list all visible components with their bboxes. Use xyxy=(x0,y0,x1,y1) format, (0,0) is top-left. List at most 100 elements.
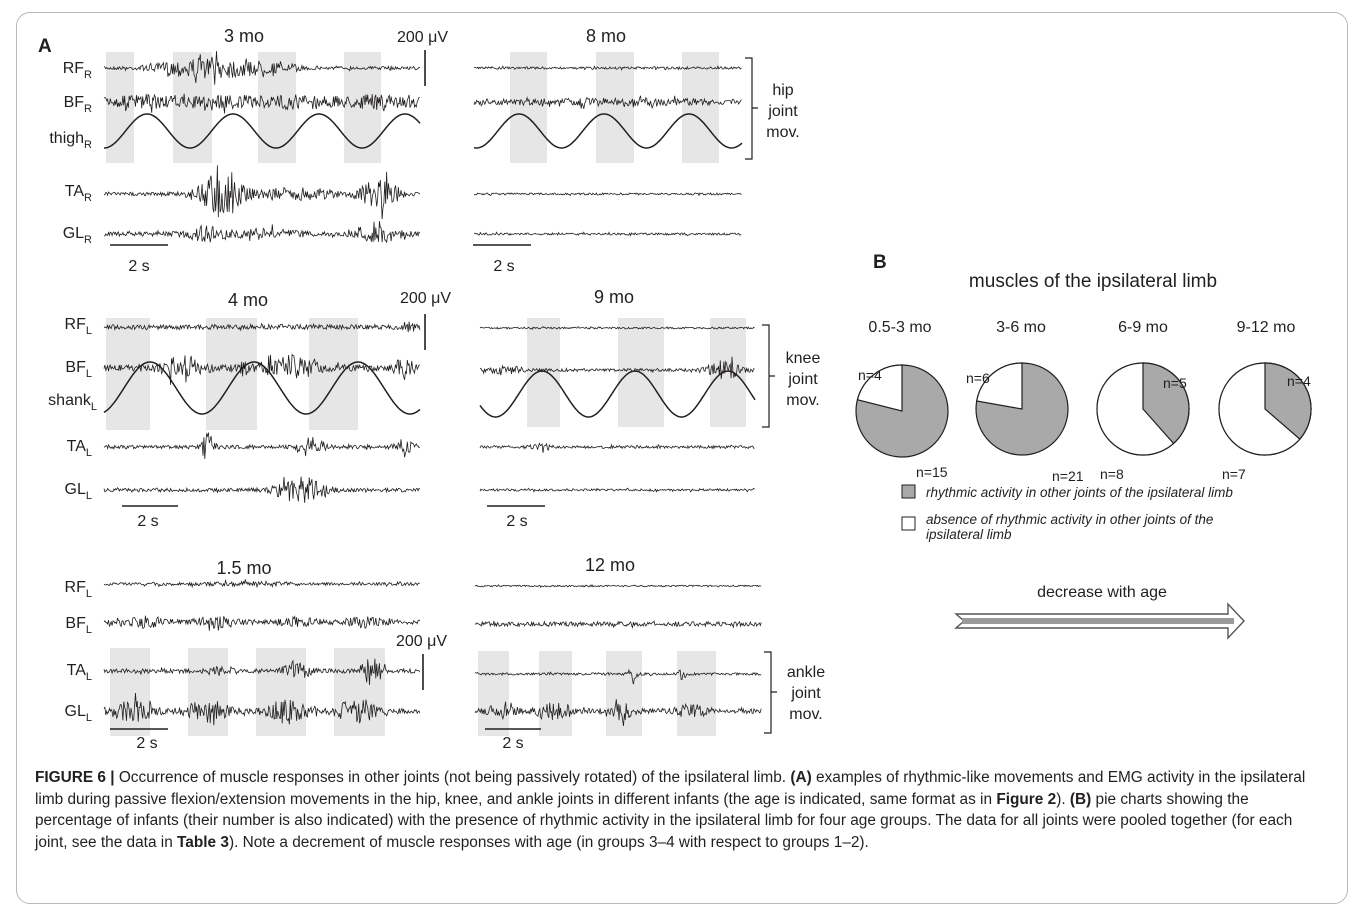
pie-age-label: 0.5-3 mo xyxy=(868,319,931,336)
rotation-phase-shade xyxy=(110,648,150,736)
pie-count-label: n=4 xyxy=(858,367,882,383)
pie-count-label: n=15 xyxy=(916,464,948,480)
caption-figure-link[interactable]: Figure 2 xyxy=(996,790,1057,808)
emg-traces xyxy=(103,51,762,727)
channel-label-RF: RFR xyxy=(63,60,92,81)
time-scale-label: 2 s xyxy=(136,735,157,752)
bracket-label-ankle: ankle xyxy=(787,664,825,681)
pie-count-label: n=4 xyxy=(1287,373,1311,389)
emg-trace xyxy=(474,668,762,685)
bracket-knee xyxy=(762,324,775,428)
rotation-phase-shade xyxy=(309,318,358,430)
emg-trace xyxy=(103,321,421,333)
pie-slice-absence xyxy=(856,364,903,412)
emg-trace xyxy=(103,93,420,114)
pie-age-label: 3-6 mo xyxy=(996,319,1046,336)
emg-trace xyxy=(473,95,742,109)
channel-label-GL: GLR xyxy=(63,225,92,246)
rotation-phase-shade xyxy=(596,52,634,163)
scale-bar-label: 200 μV xyxy=(396,633,447,650)
bracket-label-joint: joint xyxy=(767,103,798,120)
bracket-hip xyxy=(745,57,758,160)
legend-label-absence-cont: ipsilateral limb xyxy=(926,527,1012,542)
channel-label-RF: RFL xyxy=(65,316,92,337)
rotation-phase-shade xyxy=(478,651,509,736)
channel-label-thigh: thighR xyxy=(49,130,92,151)
emg-trace xyxy=(103,578,420,589)
bracket-label-mov: mov. xyxy=(766,124,799,141)
channel-label-BF: BFL xyxy=(65,615,92,636)
time-scale-label: 2 s xyxy=(502,735,523,752)
arrow-label: decrease with age xyxy=(1037,584,1167,601)
pie-count-label: n=6 xyxy=(966,370,990,386)
bracket-label-mov: mov. xyxy=(789,706,822,723)
joint-angle-trace xyxy=(479,370,756,418)
caption-text: ). xyxy=(1056,790,1070,808)
emg-trace xyxy=(474,620,762,629)
channel-label-TA: TAL xyxy=(67,662,92,683)
age-label-9mo: 9 mo xyxy=(594,287,634,307)
channel-label-TA: TAL xyxy=(67,438,92,459)
emg-trace xyxy=(473,64,742,71)
scale-bar-label: 200 μV xyxy=(397,29,448,46)
joint-angle-trace xyxy=(104,113,421,149)
caption-table-link[interactable]: Table 3 xyxy=(177,833,229,851)
legend-swatch-rhythmic xyxy=(901,484,916,499)
emg-trace xyxy=(103,51,421,85)
emg-trace xyxy=(103,658,421,686)
rotation-phase-shade xyxy=(677,651,716,736)
panel-a-label: A xyxy=(38,36,52,57)
age-label-4mo: 4 mo xyxy=(228,290,268,310)
joint-angle-trace xyxy=(103,361,421,415)
pie-count-label: n=5 xyxy=(1163,375,1187,391)
caption-text: examples of rhythmic-like movements and … xyxy=(35,769,1306,808)
channel-label-GL: GLL xyxy=(65,481,92,502)
bracket-label-joint: joint xyxy=(787,371,818,388)
pie-age-label: 9-12 mo xyxy=(1237,319,1296,336)
emg-trace xyxy=(473,231,742,237)
emg-trace xyxy=(479,442,755,453)
bracket-label-mov: mov. xyxy=(786,392,819,409)
rotation-phase-shade xyxy=(188,648,228,736)
rotation-phase-shade xyxy=(682,52,719,163)
channel-label-TA: TAR xyxy=(65,183,92,204)
pie-age-label: 6-9 mo xyxy=(1118,319,1168,336)
pie-count-label: n=7 xyxy=(1222,466,1246,482)
caption-panel-a-ref: (A) xyxy=(790,769,812,786)
emg-trace xyxy=(104,165,421,220)
pie-slice-rhythmic xyxy=(1264,362,1312,440)
pie-slice-rhythmic xyxy=(1142,362,1190,445)
emg-trace xyxy=(103,615,421,631)
caption-text: pie charts showing the percentage of inf… xyxy=(35,790,1293,851)
channel-label-BF: BFL xyxy=(65,359,92,380)
bracket-label-hip: hip xyxy=(772,82,793,99)
caption-label: FIGURE 6 | xyxy=(35,769,115,786)
rotation-phase-shade xyxy=(539,651,572,736)
rotation-phase-shade xyxy=(510,52,547,163)
emg-trace xyxy=(474,699,762,727)
caption-text: ). Note a decrement of muscle responses … xyxy=(228,833,869,851)
pie-charts xyxy=(855,362,1312,458)
pie-count-label: n=8 xyxy=(1100,466,1124,482)
legend-label-absence: absence of rhythmic activity in other jo… xyxy=(926,512,1213,527)
caption-text: Occurrence of muscle responses in other … xyxy=(114,769,791,786)
channel-label-GL: GLL xyxy=(65,703,92,724)
pie-count-label: n=21 xyxy=(1052,468,1084,484)
emg-trace xyxy=(479,356,755,380)
channel-label-RF: RFL xyxy=(65,579,92,600)
age-label-1-5mo: 1.5 mo xyxy=(216,558,271,578)
caption-panel-b-ref: (B) xyxy=(1069,790,1092,808)
age-label-3mo: 3 mo xyxy=(224,26,264,46)
time-scale-label: 2 s xyxy=(493,258,514,275)
emg-trace xyxy=(103,353,420,385)
emg-trace xyxy=(474,584,762,588)
emg-trace xyxy=(103,221,421,243)
panel-b-title: muscles of the ipsilateral limb xyxy=(969,271,1217,292)
legend-swatch-absence xyxy=(901,516,916,531)
channel-label-BF: BFR xyxy=(64,94,92,115)
emg-trace xyxy=(103,692,421,726)
panel-b-label: B xyxy=(873,252,887,273)
figure-6: A 3 mo 200 μV 8 mo RFR BFR thighR TAR GL… xyxy=(38,26,1312,752)
emg-trace xyxy=(103,432,420,460)
pie-slice-absence xyxy=(976,362,1023,410)
